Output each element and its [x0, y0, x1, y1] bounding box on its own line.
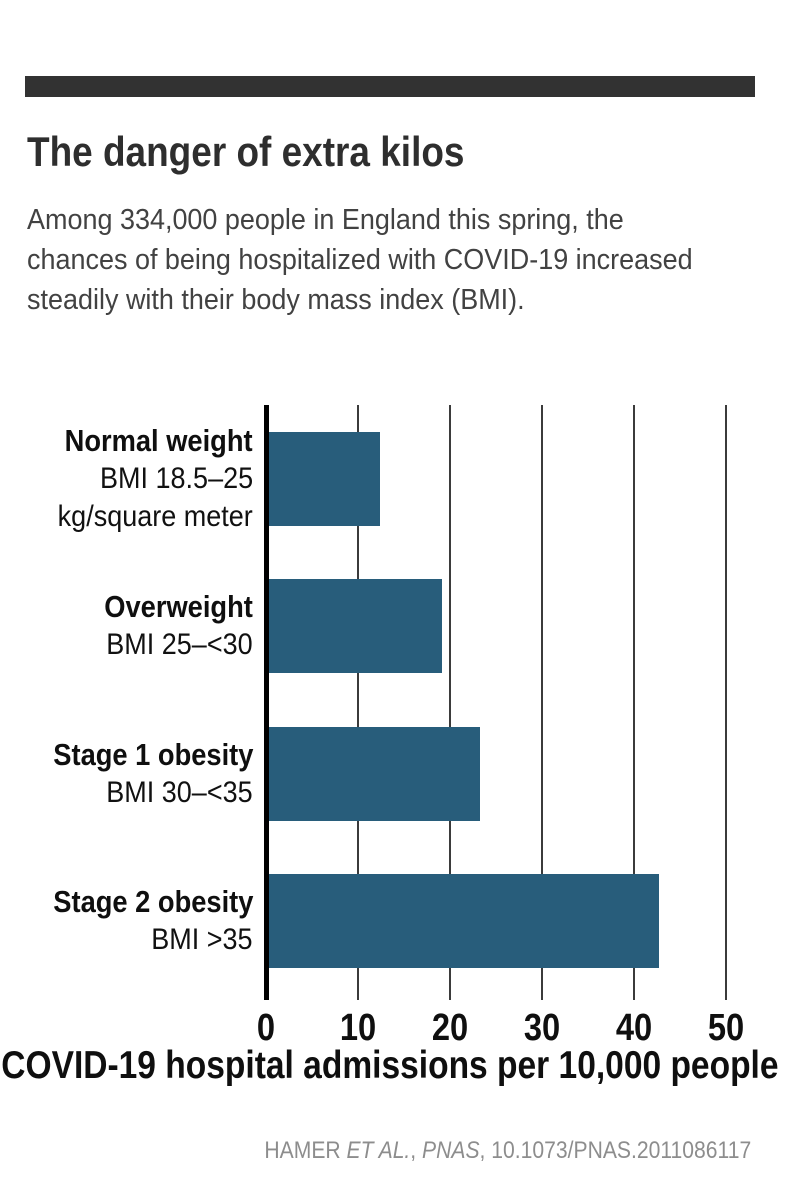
x-tick-label-0: 0: [256, 1007, 276, 1049]
x-tick-label-40: 40: [615, 1007, 653, 1049]
x-tick-label-10: 10: [339, 1007, 377, 1049]
category-name: Stage 2 obesity: [52, 884, 253, 920]
bar-overweight: [266, 579, 442, 674]
gridline-20: [449, 405, 451, 1000]
category-bmi-range: kg/square meter: [57, 499, 253, 533]
x-axis-title-text: COVID-19 hospital admissions per 10,000 …: [1, 1044, 779, 1087]
y-axis-zero-line: [263, 405, 269, 1000]
x-tick-label-20: 20: [431, 1007, 469, 1049]
category-name: Stage 1 obesity: [52, 736, 253, 772]
subtitle-line-1: Among 334,000 people in England this spr…: [27, 204, 624, 236]
x-tick-label-30: 30: [523, 1007, 561, 1049]
subtitle-line-2: chances of being hospitalized with COVID…: [27, 244, 693, 276]
category-bmi-range: BMI 30–<35: [106, 775, 253, 809]
category-bmi-range: BMI >35: [151, 923, 253, 957]
gridline-40: [633, 405, 635, 1000]
bar-normal-weight: [266, 431, 381, 526]
gridline-10: [357, 405, 359, 1000]
category-label-normal-weight: Normal weight BMI 18.5–25 kg/square meter: [0, 405, 253, 553]
subtitle: Among 334,000 people in England this spr…: [27, 200, 743, 320]
source-credit: HAMER ET AL., PNAS, 10.1073/PNAS.2011086…: [198, 1137, 751, 1165]
x-tick-label-50: 50: [707, 1007, 745, 1049]
category-label-overweight: Overweight BMI 25–<30: [0, 553, 253, 701]
gridline-30: [541, 405, 543, 1000]
bar-stage-1-obesity: [266, 726, 481, 821]
category-name: Normal weight: [65, 422, 253, 458]
category-name: Overweight: [104, 589, 253, 625]
x-axis-title: COVID-19 hospital admissions per 10,000 …: [1, 1046, 778, 1086]
category-bmi-range: BMI 18.5–25: [99, 461, 253, 495]
x-axis-tick-labels: 0 10 20 30 40 50: [0, 1009, 810, 1047]
category-bmi-range: BMI 25–<30: [106, 628, 253, 662]
category-label-stage-2-obesity: Stage 2 obesity BMI >35: [0, 848, 253, 996]
bar-stage-2-obesity: [266, 874, 659, 969]
subtitle-line-3: steadily with their body mass index (BMI…: [27, 284, 525, 316]
source-credit-text: HAMER ET AL., PNAS, 10.1073/PNAS.2011086…: [264, 1137, 751, 1164]
page-title: The danger of extra kilos: [27, 128, 465, 175]
category-label-stage-1-obesity: Stage 1 obesity BMI 30–<35: [0, 700, 253, 848]
bar-chart: Normal weight BMI 18.5–25 kg/square meter O…: [0, 405, 810, 1000]
accent-bar: [25, 76, 755, 97]
gridline-50: [725, 405, 727, 1000]
